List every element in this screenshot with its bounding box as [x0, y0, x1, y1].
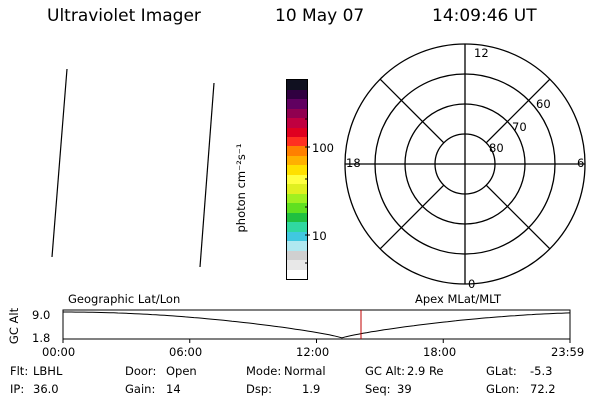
footer-flt-label: Flt: [10, 364, 29, 378]
orbit-x-tick-2359: 23:59 [551, 345, 585, 359]
color-bar-segment [287, 222, 307, 232]
footer-mode-value: Normal [284, 364, 326, 378]
color-bar-ticks [305, 118, 310, 264]
orbit-x-tick-0000: 00:00 [42, 345, 76, 359]
color-bar-segment [287, 260, 307, 270]
color-bar-segment [287, 146, 307, 156]
color-bar-tick-100: 100 [312, 141, 334, 155]
footer-seq-value: 39 [397, 382, 412, 396]
geographic-line-right [199, 82, 215, 268]
color-bar-segment [287, 108, 307, 119]
footer-gain-label: Gain: [125, 382, 156, 396]
color-bar-segment [287, 174, 307, 185]
footer-glon-label: GLon: [486, 382, 520, 396]
orbit-y-tick-1-8: 1.8 [32, 331, 51, 345]
footer-glon-value: 72.2 [530, 382, 556, 396]
color-bar-segment [287, 118, 307, 128]
footer-flt-value: LBHL [33, 364, 63, 378]
footer-door-label: Door: [125, 364, 157, 378]
orbit-x-ticks [62, 339, 571, 343]
orbit-x-tick-1800: 18:00 [423, 345, 457, 359]
polar-diag-nw [379, 78, 445, 144]
polar-plot [344, 43, 586, 285]
color-bar-segment [287, 193, 307, 204]
footer-ip-label: IP: [10, 382, 25, 396]
orbit-x-tick-0600: 06:00 [169, 345, 203, 359]
color-bar-segment [287, 184, 307, 194]
footer-door-value: Open [166, 364, 197, 378]
footer-glat-label: GLat: [486, 364, 517, 378]
footer-gcalt-label: GC Alt: [365, 364, 406, 378]
color-bar-segment [287, 99, 307, 109]
color-bar-segment [287, 127, 307, 137]
polar-label-12: 12 [474, 46, 489, 60]
polar-label-70: 70 [512, 120, 527, 134]
footer-gain-value: 14 [166, 382, 181, 396]
color-bar-tick-10: 10 [312, 229, 327, 243]
time-label: 14:09:46 UT [432, 6, 537, 26]
polar-label-80: 80 [489, 141, 504, 155]
footer-dsp-value: 1.9 [302, 382, 321, 396]
color-bar-segment [287, 155, 307, 166]
footer-ip-value: 36.0 [33, 382, 59, 396]
footer-gcalt-value: 2.9 Re [407, 364, 444, 378]
color-bar-segment [287, 203, 307, 213]
polar-label-6: 6 [577, 156, 585, 170]
color-bar-segment [287, 231, 307, 242]
color-bar-segment [287, 136, 307, 147]
color-bar-segment [287, 241, 307, 251]
color-bar-segment [287, 269, 307, 279]
color-bar-segment [287, 250, 307, 261]
instrument-title: Ultraviolet Imager [47, 6, 201, 26]
footer-glat-value: -5.3 [530, 364, 553, 378]
polar-label-0: 0 [468, 277, 476, 291]
date-label: 10 May 07 [275, 6, 365, 26]
polar-diag-ne [485, 78, 551, 144]
footer-mode-label: Mode: [246, 364, 282, 378]
color-bar [286, 79, 308, 280]
polar-diag-se [485, 184, 551, 250]
color-bar-segment [287, 80, 307, 90]
orbit-right-label: Apex MLat/MLT [415, 292, 502, 306]
color-bar-segment [287, 165, 307, 175]
polar-label-18: 18 [346, 156, 361, 170]
polar-diag-sw [379, 184, 445, 250]
footer-seq-label: Seq: [365, 382, 391, 396]
footer-dsp-label: Dsp: [246, 382, 273, 396]
color-bar-segment [287, 89, 307, 100]
color-bar-segment [287, 212, 307, 223]
orbit-y-tick-9: 9.0 [32, 308, 51, 322]
geographic-line-left [51, 68, 68, 258]
orbit-altitude-curve [63, 311, 571, 339]
orbit-x-tick-1200: 12:00 [296, 345, 330, 359]
orbit-left-label: Geographic Lat/Lon [68, 292, 181, 306]
polar-label-60: 60 [536, 97, 551, 111]
